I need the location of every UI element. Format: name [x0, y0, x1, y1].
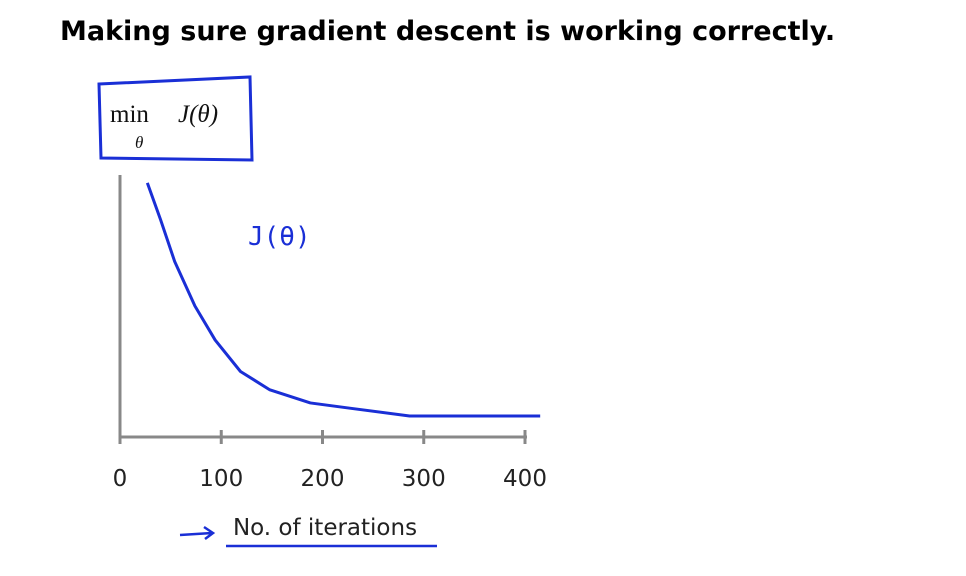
objective-box	[97, 75, 254, 162]
objective-subscript: θ	[135, 133, 143, 152]
objective-operator: min	[110, 101, 149, 128]
x-tick-label: 0	[113, 466, 128, 492]
arrow	[179, 525, 216, 540]
curve-label: J(θ)	[248, 222, 311, 252]
objective-expression: J(θ)	[178, 101, 218, 128]
x-tick-label: 400	[503, 466, 547, 492]
x-tick-label: 200	[301, 466, 345, 492]
title: Making sure gradient descent is working …	[60, 16, 835, 47]
curve	[145, 182, 541, 418]
x-tick-label: 300	[402, 466, 446, 492]
x-axis-label: No. of iterations	[233, 515, 417, 541]
x-tick-label: 100	[199, 466, 243, 492]
